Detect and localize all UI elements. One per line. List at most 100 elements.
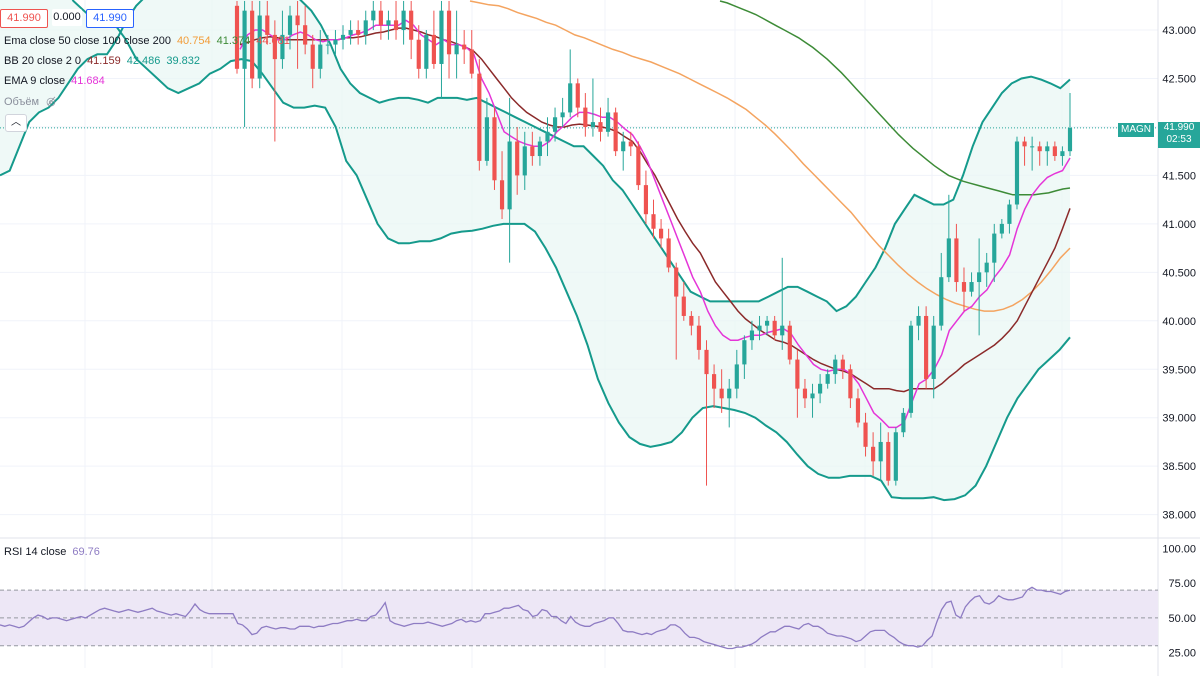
candle-body [666, 238, 671, 268]
candle-body [605, 112, 611, 132]
price-tick-label: 38.000 [1162, 510, 1196, 522]
candle-body [628, 141, 633, 147]
legend-bb-name: BB 20 close 2 0 [4, 55, 82, 67]
candle-body [893, 432, 898, 481]
candle-body [1007, 204, 1012, 224]
legend-ema9-value: 41.684 [71, 75, 105, 87]
candle-body [568, 83, 573, 113]
price-box-sell[interactable]: 41.990 [0, 9, 48, 28]
candle-body [363, 20, 368, 35]
candle-body [863, 422, 868, 447]
legend-ema50-value: 40.754 [176, 35, 211, 47]
candle-body [424, 34, 429, 69]
candle-body [469, 49, 474, 74]
candle-body [810, 393, 815, 399]
collapse-legend-button[interactable]: ︿ [5, 114, 27, 132]
legend-rsi-name: RSI 14 close [4, 546, 67, 558]
legend-bb[interactable]: BB 20 close 2 0 41.159 42.486 39.832 [4, 52, 206, 70]
candle-body [931, 325, 936, 379]
candle-body [416, 39, 421, 69]
candle-body [636, 146, 641, 186]
candle-body [711, 374, 717, 389]
price-tick-label: 41.500 [1162, 170, 1196, 182]
candle-body [545, 131, 550, 142]
candle-body [530, 146, 535, 157]
candle-body [575, 83, 580, 108]
symbol-tag: MAGN [1118, 123, 1154, 137]
candle-body [658, 228, 664, 239]
legend-bb-lower-value: 39.832 [166, 55, 201, 67]
chevron-up-icon: ︿ [11, 117, 21, 128]
candle-body [356, 30, 361, 35]
price-tick-label: 38.500 [1162, 461, 1196, 473]
candle-body [749, 330, 755, 341]
candle-body [681, 296, 686, 316]
candle-body [234, 5, 240, 69]
candle-body [704, 349, 709, 375]
candle-body [1045, 146, 1050, 152]
candle-body [780, 325, 785, 336]
candle-body [643, 185, 649, 215]
candle-body [431, 34, 436, 64]
legend-rsi[interactable]: RSI 14 close 69.76 [4, 543, 106, 561]
candle-body [242, 10, 247, 69]
price-tick-label: 39.000 [1162, 413, 1196, 425]
candle-body [1037, 146, 1042, 152]
candle-body [924, 315, 929, 379]
candle-body [598, 122, 603, 132]
eye-off-icon[interactable]: ◎̸ [46, 96, 56, 108]
legend-ema-multi[interactable]: Ema close 50 close 100 close 200 40.754 … [4, 32, 296, 50]
candle-body [908, 325, 914, 413]
legend-bb-upper-value: 42.486 [126, 55, 161, 67]
candle-body [310, 44, 315, 69]
candle-body [1030, 146, 1035, 148]
candle-body [522, 146, 527, 176]
candle-body [833, 359, 838, 375]
rsi-tick-label: 100.00 [1162, 543, 1196, 555]
bb-basis-line [239, 27, 1071, 393]
candle-body [333, 39, 338, 45]
legend-volume[interactable]: Объём ◎̸ [4, 95, 56, 108]
candle-body [552, 117, 558, 132]
candle-body [946, 238, 951, 278]
candle-body [492, 117, 497, 181]
legend-ema9-name: EMA 9 close [4, 75, 66, 87]
price-tick-label: 43.000 [1162, 25, 1196, 37]
candle-body [840, 359, 845, 370]
candle-body [742, 340, 747, 365]
legend-ema9[interactable]: EMA 9 close 41.684 [4, 72, 111, 90]
price-tick-label: 39.500 [1162, 364, 1196, 376]
candle-body [999, 223, 1004, 234]
candle-body [886, 441, 891, 481]
candle-body [560, 112, 565, 118]
candle-body [674, 267, 679, 297]
candle-body [719, 388, 724, 399]
price-tick-label: 42.500 [1162, 74, 1196, 86]
candle-body [454, 44, 459, 55]
bar-countdown: 02:53 [1166, 134, 1192, 145]
candle-body [825, 374, 830, 384]
last-price-value: 41.990 [1163, 122, 1195, 133]
candle-body [378, 10, 383, 26]
candle-body [696, 325, 702, 350]
candle-body [969, 282, 974, 292]
bb-fill [0, 0, 1070, 501]
spread-value: 0.000 [52, 9, 82, 26]
legend-ema-multi-name: Ema close 50 close 100 close 200 [4, 35, 171, 47]
rsi-tick-label: 50.00 [1168, 613, 1196, 625]
price-tick-label: 40.500 [1162, 267, 1196, 279]
candle-body [901, 412, 906, 433]
rsi-tick-label: 25.00 [1168, 648, 1196, 660]
candle-body [855, 398, 861, 423]
candle-body [727, 388, 732, 399]
candle-body [765, 320, 770, 326]
candle-body [1014, 141, 1020, 205]
price-box-buy[interactable]: 41.990 [86, 9, 134, 28]
candle-body [484, 117, 489, 161]
candle-body [1052, 146, 1057, 157]
candle-body [802, 388, 808, 399]
legend-rsi-value: 69.76 [72, 546, 100, 558]
candle-body [499, 180, 505, 210]
candle-body [265, 15, 270, 35]
